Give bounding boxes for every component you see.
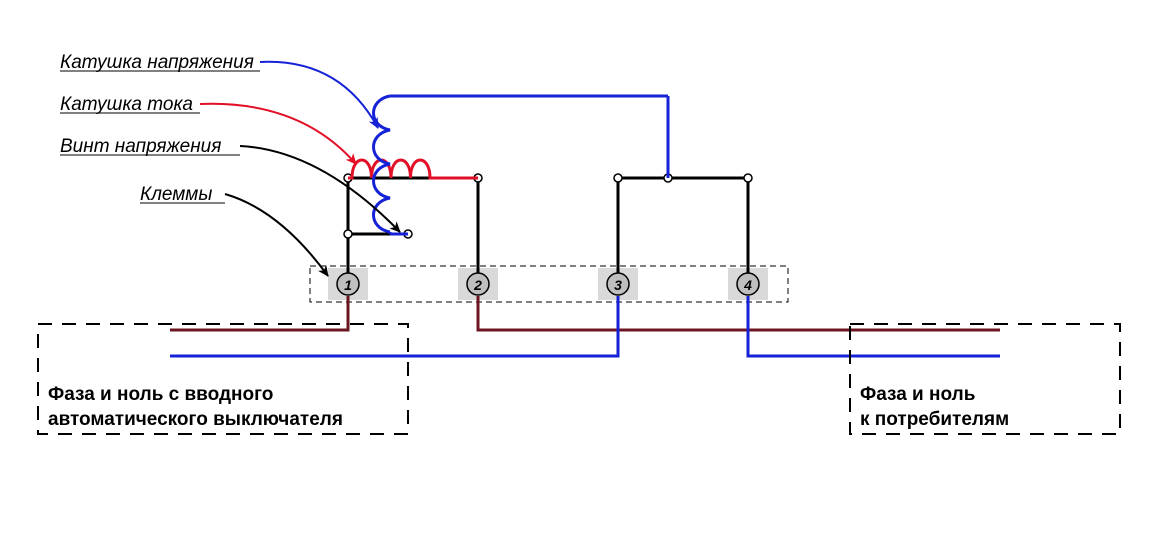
terminal-label: 1 xyxy=(344,277,352,293)
terminal-label: 3 xyxy=(614,277,622,293)
wiring-diagram: 1 2 3 4 Фаза и ноль с вводного автоматическог… xyxy=(0,0,1160,539)
neutral-out xyxy=(748,296,1000,356)
terminal-strip-outline xyxy=(310,266,788,302)
current-coil xyxy=(348,160,478,178)
terminals-arrow xyxy=(225,194,328,276)
label-voltage-coil: Катушка напряжения xyxy=(60,52,254,73)
phase-out xyxy=(478,296,1000,330)
label-current-coil: Катушка тока xyxy=(60,94,193,115)
voltage_coil-arrow xyxy=(260,62,378,128)
label-voltage-screw: Винт напряжения xyxy=(60,136,221,157)
left-box-line2: автоматического выключателя xyxy=(48,409,343,430)
neutral-in xyxy=(170,296,618,356)
node xyxy=(614,174,622,182)
terminal-label: 4 xyxy=(743,277,752,293)
terminal-label: 2 xyxy=(473,277,482,293)
node xyxy=(744,174,752,182)
node xyxy=(344,230,352,238)
label-terminals: Клеммы xyxy=(140,184,212,205)
right-box-line1: Фаза и ноль xyxy=(860,384,975,405)
right-box-line2: к потребителям xyxy=(860,409,1009,430)
left-box-line1: Фаза и ноль с вводного xyxy=(48,384,273,405)
